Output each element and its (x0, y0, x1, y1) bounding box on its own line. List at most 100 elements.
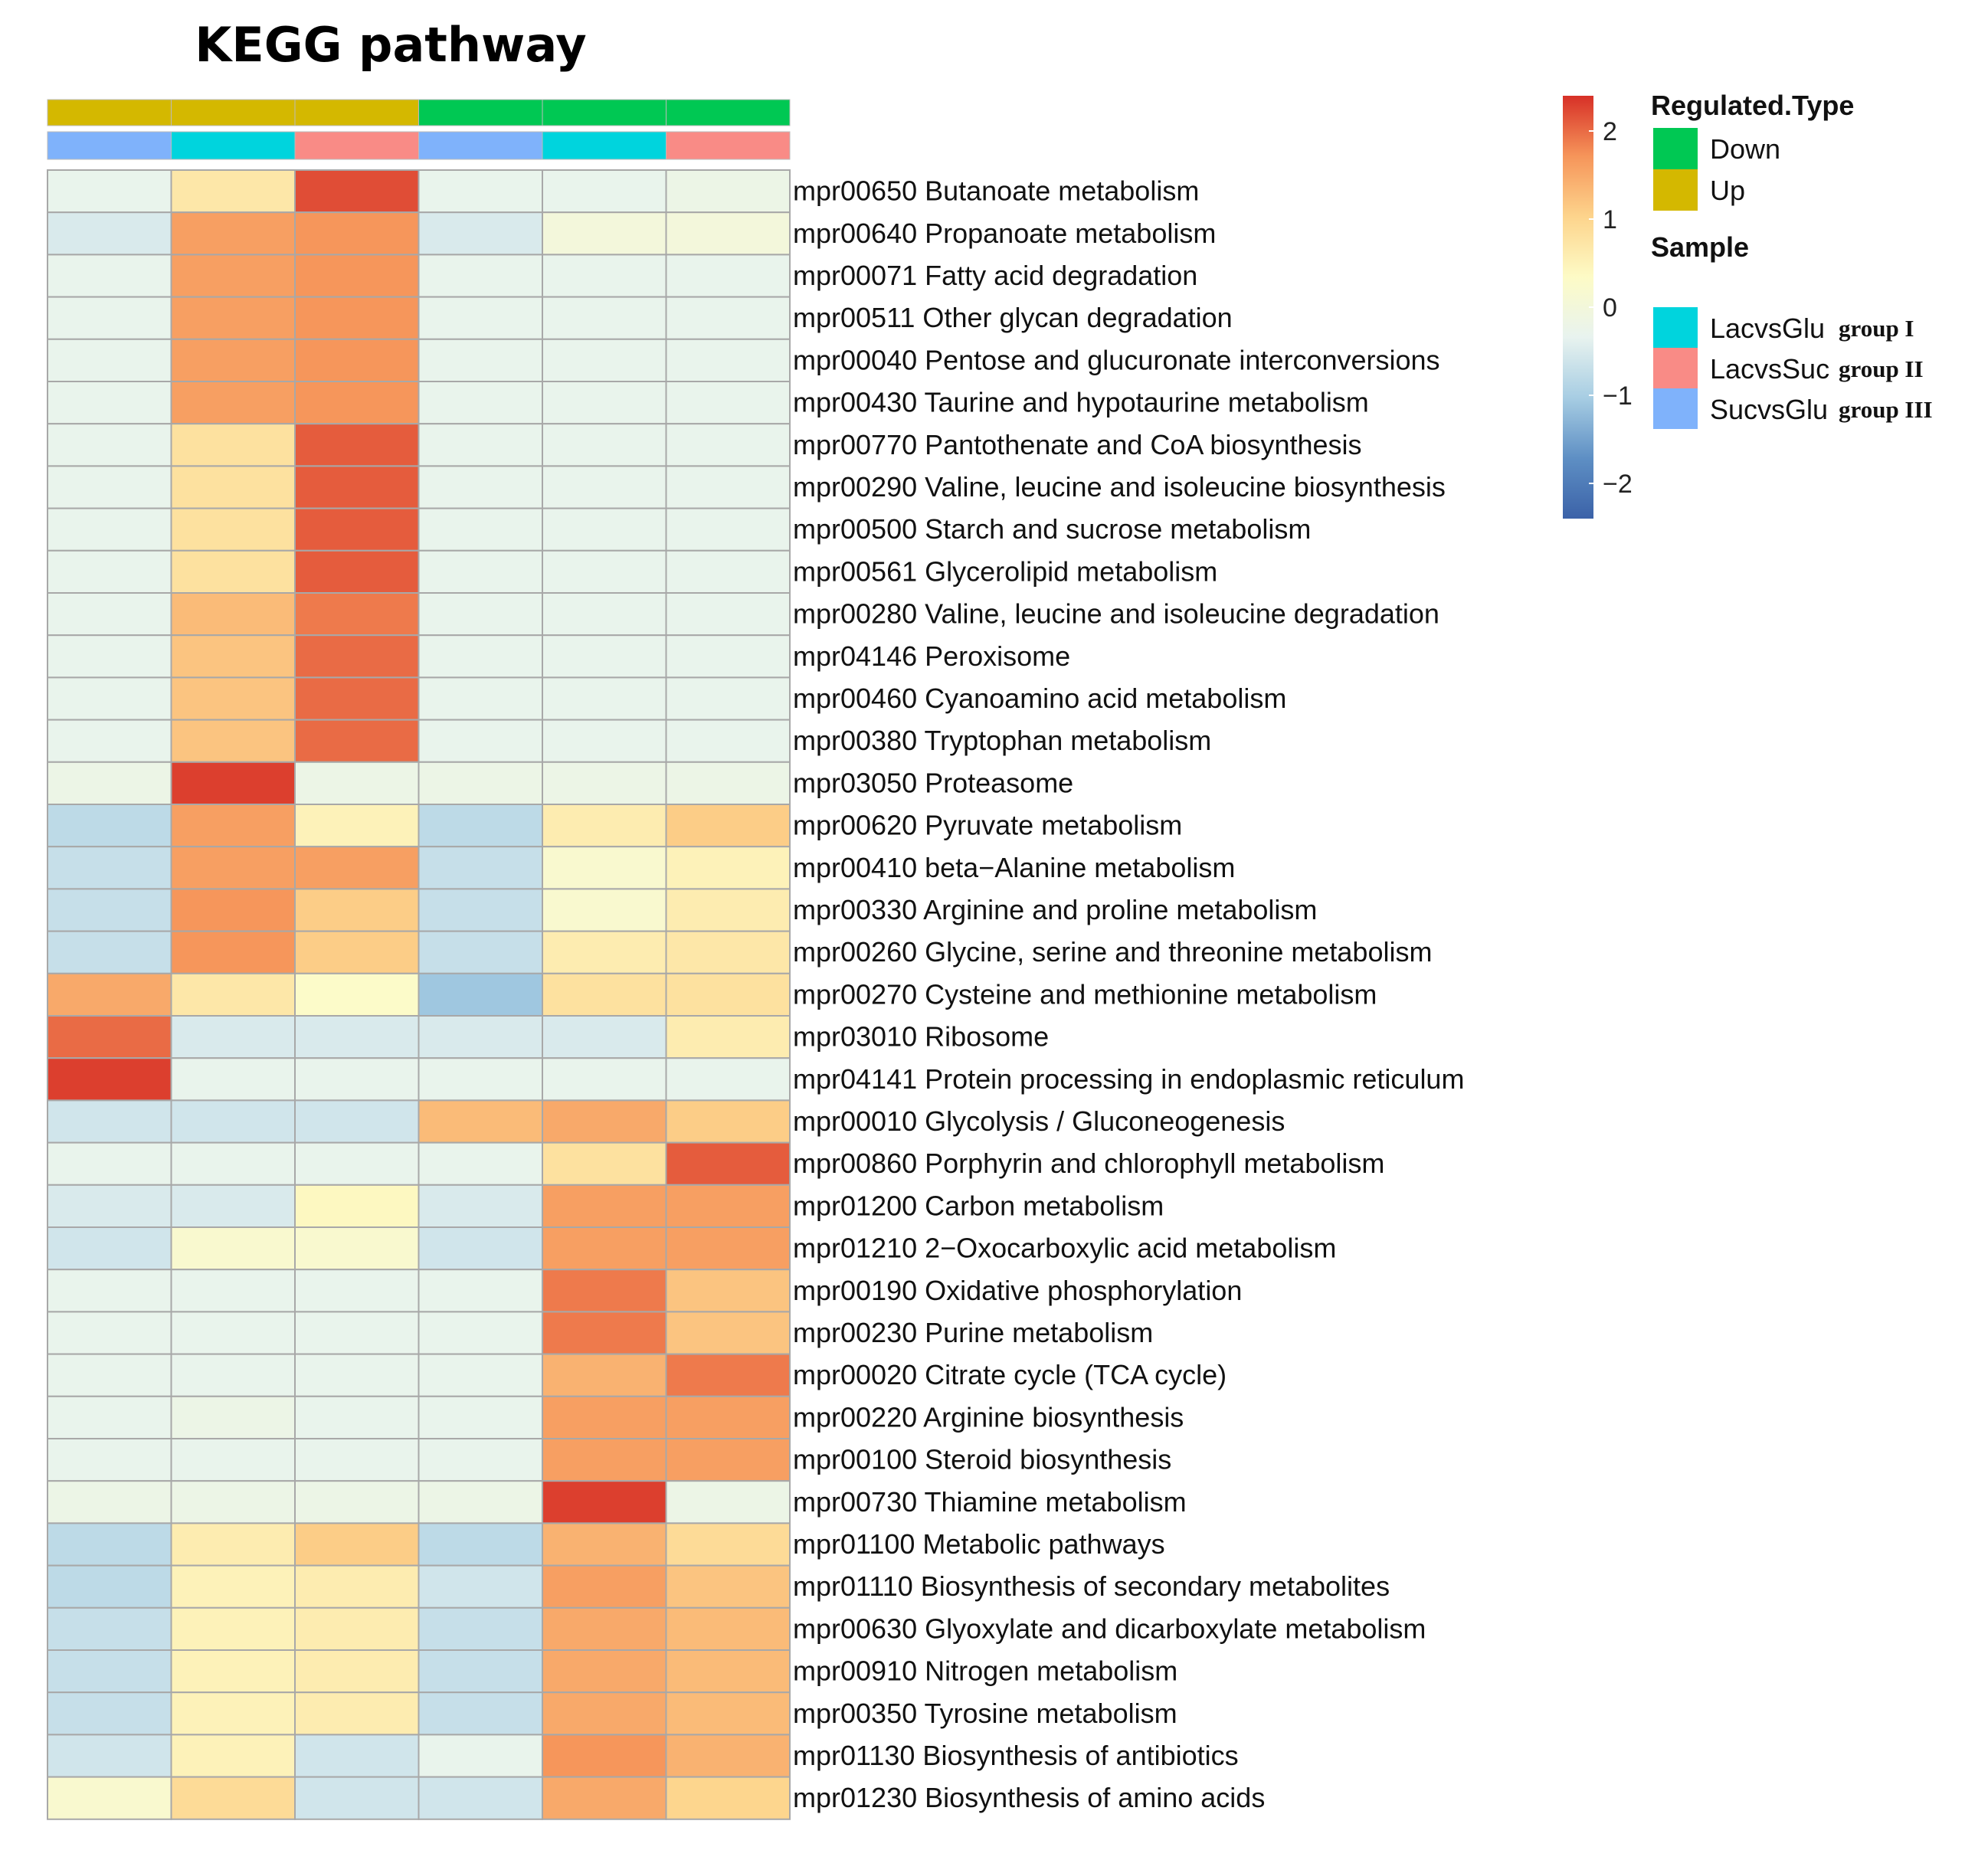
heatmap-cell (294, 1480, 420, 1524)
row-label: mpr04146 Peroxisome (793, 640, 1070, 672)
heatmap-cell (294, 211, 420, 256)
heatmap-cell (170, 1057, 296, 1102)
heatmap-cell (665, 1353, 791, 1397)
heatmap-cell (418, 296, 543, 340)
row-label: mpr00410 beta−Alanine metabolism (793, 852, 1235, 883)
color-scale-ticks: 2 1 0 −1 −2 (1589, 117, 1633, 499)
row-label: mpr00770 Pantothenate and CoA biosynthes… (793, 429, 1362, 460)
heatmap-cell (542, 169, 667, 214)
heatmap-cell (542, 549, 667, 594)
heatmap-cell (418, 1480, 543, 1524)
row-label: mpr04141 Protein processing in endoplasm… (793, 1063, 1464, 1095)
heatmap-cell (418, 930, 543, 974)
heatmap-cell (170, 1564, 296, 1609)
heatmap-cell (418, 972, 543, 1017)
heatmap-cell (665, 1269, 791, 1313)
row-label: mpr00010 Glycolysis / Gluconeogenesis (793, 1105, 1285, 1137)
row-label: mpr00071 Fatty acid degradation (793, 260, 1197, 291)
heatmap-cell (665, 549, 791, 594)
sample-cell (47, 131, 172, 160)
row-label: mpr03050 Proteasome (793, 767, 1073, 798)
heatmap-cell (294, 1353, 420, 1397)
heatmap-cell (294, 381, 420, 425)
heatmap-cell (170, 465, 296, 509)
color-scale-tick-label: −1 (1603, 381, 1633, 411)
heatmap-cell (542, 381, 667, 425)
heatmap-cell (418, 1776, 543, 1820)
row-label: mpr00350 Tyrosine metabolism (793, 1698, 1177, 1729)
sample-cell (418, 131, 543, 160)
heatmap-cell (418, 1564, 543, 1609)
heatmap-cell (294, 1099, 420, 1144)
heatmap-cell (170, 1015, 296, 1059)
heatmap-cell (294, 1649, 420, 1694)
heatmap-cell (47, 1141, 172, 1186)
heatmap-cell (47, 507, 172, 552)
heatmap-cell (294, 676, 420, 721)
heatmap-cell (170, 1353, 296, 1397)
heatmap-cell (294, 1564, 420, 1609)
heatmap-cell (665, 930, 791, 974)
heatmap-cell (542, 1606, 667, 1652)
sample-swatch (1653, 348, 1698, 388)
row-label: mpr01110 Biosynthesis of secondary metab… (793, 1570, 1390, 1602)
heatmap-cell (170, 338, 296, 382)
heatmap-cell (47, 592, 172, 637)
heatmap-cell (542, 1353, 667, 1397)
row-label: mpr01230 Biosynthesis of amino acids (793, 1782, 1265, 1813)
heatmap-cell (47, 296, 172, 340)
heatmap-cell (665, 296, 791, 340)
heatmap-cell (418, 211, 543, 256)
heatmap-cell (418, 1184, 543, 1229)
heatmap-cell (542, 930, 667, 974)
heatmap-cell (665, 1311, 791, 1355)
heatmap-cell (47, 1734, 172, 1778)
heatmap-cell (665, 1438, 791, 1482)
heatmap-cell (47, 169, 172, 214)
heatmap-cell (418, 719, 543, 763)
heatmap-cell (170, 1269, 296, 1313)
row-label: mpr00290 Valine, leucine and isoleucine … (793, 471, 1446, 503)
heatmap-cell (665, 338, 791, 382)
heatmap-cell (47, 972, 172, 1017)
row-label: mpr00260 Glycine, serine and threonine m… (793, 936, 1432, 968)
heatmap-cell (47, 1226, 172, 1271)
heatmap-cell (170, 1184, 296, 1229)
heatmap-cell (170, 169, 296, 214)
heatmap-cell (542, 1649, 667, 1694)
heatmap-cell (418, 1395, 543, 1440)
heatmap-cell (542, 211, 667, 256)
heatmap-cell (294, 1311, 420, 1355)
heatmap-cell (294, 169, 420, 214)
row-label: mpr00460 Cyanoamino acid metabolism (793, 683, 1286, 714)
color-scale-bar (1563, 96, 1593, 519)
heatmap-cell (170, 423, 296, 467)
heatmap-cell (294, 1015, 420, 1059)
sample-swatch (1653, 307, 1698, 348)
heatmap-cell (542, 1776, 667, 1820)
heatmap-cell (665, 719, 791, 763)
heatmap-cell (294, 1691, 420, 1736)
heatmap-cell (294, 592, 420, 637)
heatmap-cell (47, 1606, 172, 1652)
heatmap-cell (170, 634, 296, 679)
heatmap-cell (47, 676, 172, 721)
heatmap-cell (542, 254, 667, 298)
heatmap-cell (47, 211, 172, 256)
heatmap-cell (294, 1522, 420, 1567)
row-label: mpr00190 Oxidative phosphorylation (793, 1275, 1242, 1306)
heatmap-cell (418, 1141, 543, 1186)
heatmap-cell (170, 1395, 296, 1440)
heatmap-cell (170, 1141, 296, 1186)
heatmap-cell (665, 846, 791, 890)
heatmap-cell (170, 1606, 296, 1652)
heatmap-cell (418, 549, 543, 594)
regulated-type-label: Down (1710, 133, 1780, 165)
heatmap-cell (542, 1691, 667, 1736)
heatmap-cell (47, 1184, 172, 1229)
heatmap-cell (170, 592, 296, 637)
heatmap-cell (542, 1184, 667, 1229)
heatmap-cell (542, 719, 667, 763)
heatmap-cells (47, 169, 791, 1820)
